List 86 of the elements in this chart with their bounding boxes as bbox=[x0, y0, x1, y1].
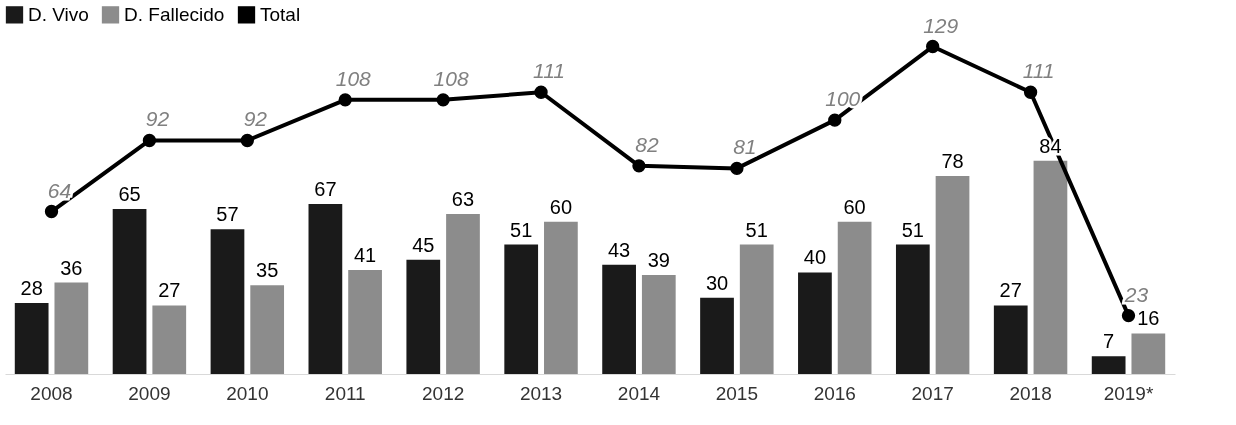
bar bbox=[152, 305, 187, 374]
bar bbox=[54, 282, 89, 374]
data-label: 129 bbox=[923, 13, 959, 37]
data-label: 60 bbox=[549, 195, 573, 218]
data-label: 51 bbox=[510, 218, 533, 241]
data-label: 81 bbox=[733, 135, 757, 159]
data-label: 57 bbox=[216, 203, 239, 226]
data-label: 63 bbox=[451, 188, 475, 211]
point bbox=[1121, 308, 1136, 323]
point bbox=[730, 161, 744, 176]
point bbox=[1023, 85, 1038, 99]
data-label: 7 bbox=[1103, 330, 1115, 353]
data-label: 30 bbox=[705, 271, 729, 294]
legend-label: D. Fallecido bbox=[124, 3, 225, 25]
data-label: 27 bbox=[158, 279, 181, 302]
bar bbox=[798, 272, 832, 374]
point bbox=[240, 133, 254, 148]
x-tick-label: 2015 bbox=[715, 382, 758, 404]
point bbox=[926, 39, 940, 54]
data-label: 67 bbox=[314, 177, 337, 200]
bar bbox=[544, 221, 578, 374]
data-label: 92 bbox=[243, 107, 268, 131]
point bbox=[44, 204, 59, 219]
data-label: 64 bbox=[47, 178, 72, 202]
point bbox=[142, 133, 157, 148]
data-label: 60 bbox=[843, 195, 866, 218]
point bbox=[632, 159, 646, 173]
x-tick-label: 2011 bbox=[324, 382, 366, 404]
bar bbox=[993, 305, 1028, 374]
data-label: 23 bbox=[1123, 282, 1149, 306]
x-tick-label: 2008 bbox=[30, 382, 73, 404]
data-label: 100 bbox=[825, 87, 861, 111]
bar bbox=[14, 302, 49, 374]
x-tick-label: 2010 bbox=[226, 382, 269, 404]
data-label: 51 bbox=[745, 218, 768, 241]
data-label: 108 bbox=[433, 66, 469, 90]
legend-label: Total bbox=[260, 3, 301, 25]
data-label: 78 bbox=[941, 150, 964, 172]
data-label: 36 bbox=[60, 256, 83, 279]
bar bbox=[837, 221, 872, 374]
x-tick-label: 2019* bbox=[1103, 382, 1154, 404]
data-label: 41 bbox=[353, 243, 377, 266]
point bbox=[338, 93, 352, 107]
data-label: 82 bbox=[635, 132, 659, 156]
x-tick-label: 2018 bbox=[1009, 382, 1052, 404]
bar bbox=[210, 229, 245, 374]
data-label: 45 bbox=[412, 233, 435, 256]
point bbox=[828, 113, 842, 127]
bar bbox=[406, 259, 441, 374]
data-label: 108 bbox=[335, 66, 372, 90]
x-tick-label: 2017 bbox=[911, 382, 954, 404]
bar bbox=[1033, 160, 1068, 374]
data-label: 65 bbox=[118, 183, 141, 205]
bar bbox=[602, 264, 636, 374]
bar bbox=[739, 244, 774, 374]
bar bbox=[1091, 356, 1126, 374]
data-label: 35 bbox=[256, 259, 279, 282]
data-label: 111 bbox=[533, 59, 566, 83]
legend-label: D. Vivo bbox=[28, 3, 89, 25]
bar bbox=[1131, 333, 1166, 374]
x-tick-label: 2009 bbox=[128, 382, 171, 404]
data-label: 111 bbox=[1022, 59, 1055, 83]
bar bbox=[700, 297, 734, 374]
bar bbox=[504, 244, 539, 374]
bar bbox=[250, 285, 285, 374]
bar bbox=[348, 269, 382, 374]
bar bbox=[308, 203, 343, 374]
bar bbox=[446, 214, 480, 374]
bar bbox=[641, 275, 676, 374]
data-label: 51 bbox=[901, 218, 924, 241]
x-tick-label: 2016 bbox=[813, 382, 856, 404]
data-label: 28 bbox=[20, 276, 43, 299]
x-tick-label: 2014 bbox=[617, 382, 661, 404]
bar bbox=[895, 244, 930, 374]
data-label: 92 bbox=[145, 107, 170, 131]
bar bbox=[935, 176, 970, 374]
data-label: 27 bbox=[999, 279, 1022, 302]
data-label: 40 bbox=[803, 246, 827, 269]
data-label: 39 bbox=[647, 249, 670, 271]
bar bbox=[112, 209, 147, 374]
data-label: 16 bbox=[1137, 307, 1160, 330]
x-tick-label: 2012 bbox=[422, 382, 465, 404]
x-tick-label: 2013 bbox=[519, 382, 563, 404]
point bbox=[534, 85, 548, 99]
data-label: 43 bbox=[607, 238, 631, 261]
point bbox=[436, 93, 450, 107]
